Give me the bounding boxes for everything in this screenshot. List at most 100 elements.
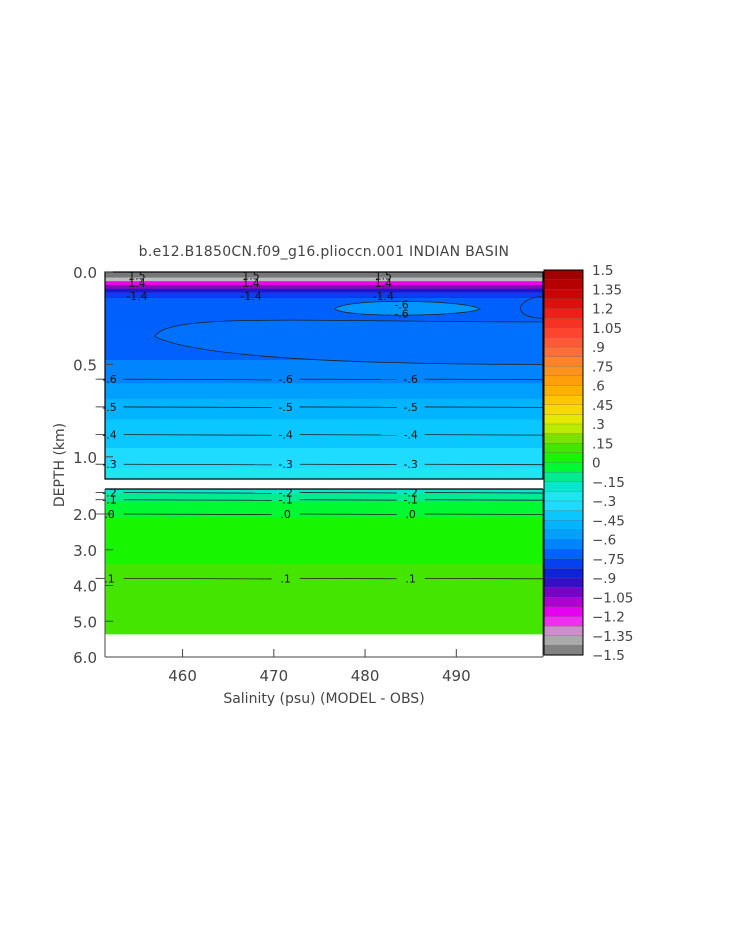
colorbar-swatch — [543, 317, 584, 329]
lower-band — [105, 612, 543, 616]
colorbar-swatch — [543, 269, 584, 281]
lower-band — [105, 537, 543, 541]
lower-band — [105, 489, 543, 493]
contour-label: -.3 — [278, 458, 292, 471]
upper-band — [105, 453, 543, 457]
lower-band — [105, 503, 543, 507]
contour-line — [123, 492, 272, 494]
contour-line — [123, 499, 272, 501]
upper-band — [105, 403, 543, 408]
upper-band — [105, 440, 543, 444]
colorbar-swatch — [543, 452, 584, 464]
y-tick-label: 4.0 — [73, 578, 97, 596]
lower-band — [105, 539, 543, 543]
colorbar-label: 1.35 — [592, 282, 622, 298]
contour-label: -.2 — [102, 487, 116, 500]
contour-label: -.6 — [394, 299, 408, 312]
upper-band — [105, 435, 543, 439]
upper-band — [105, 313, 543, 317]
colorbar-swatch — [543, 356, 584, 367]
upper-band — [105, 367, 543, 371]
colorbar-label: −1.2 — [592, 610, 625, 626]
upper-depth-panel: -.6 -.6 -.6-.5 -.5 -.5-.4 -.4 -.4-.3 -.3 -.3-.6-… — [95, 270, 544, 480]
upper-panel-frame — [104, 271, 544, 480]
upper-band — [105, 414, 543, 418]
x-tick-label: 470 — [259, 667, 288, 685]
colorbar-label: .45 — [592, 398, 613, 414]
lower-band — [105, 609, 543, 613]
lower-band — [105, 527, 543, 531]
lower-band — [105, 585, 543, 589]
colorbar-swatch — [543, 423, 584, 435]
upper-band — [105, 429, 543, 434]
lower-band — [105, 624, 543, 628]
x-axis: 460 470 480 490 — [168, 649, 471, 685]
surface-layer — [105, 284, 543, 289]
contour-label: -.1 — [403, 494, 417, 507]
lower-band — [105, 496, 543, 500]
upper-band — [105, 359, 543, 364]
contour-label: -1.4 — [126, 290, 147, 303]
colorbar-label: −.6 — [592, 533, 616, 549]
contour-label: .1 — [405, 572, 416, 585]
upper-band — [105, 445, 543, 449]
upper-band — [105, 308, 543, 312]
lower-band — [105, 561, 543, 565]
colorbar-label: .3 — [592, 417, 605, 433]
y-tick-label: 6.0 — [73, 649, 97, 667]
upper-band — [105, 393, 543, 397]
upper-band — [105, 424, 543, 428]
contour-line — [123, 434, 272, 436]
lower-band — [105, 580, 543, 584]
upper-band — [105, 391, 543, 395]
contour-label: -.6 — [403, 373, 417, 386]
surface-layer — [105, 281, 543, 285]
contour-line — [123, 378, 272, 381]
lower-band — [105, 546, 543, 550]
colorbar-swatch — [543, 385, 584, 396]
contour-label: -.3 — [102, 458, 116, 471]
upper-band — [105, 362, 543, 366]
lower-band — [105, 534, 543, 538]
y-tick-label: 5.0 — [73, 613, 97, 631]
contour-label: -1.4 — [373, 290, 394, 303]
colorbar-swatch — [543, 491, 584, 502]
lower-band — [105, 520, 543, 524]
lower-band — [105, 554, 543, 558]
contour-ellipse — [520, 295, 544, 319]
upper-band — [105, 427, 543, 431]
upper-band — [105, 466, 543, 470]
colorbar-swatch — [543, 433, 584, 444]
lower-band — [105, 607, 543, 611]
lower-depth-panel: -.2 -.2 -.2-.1 -.1 -.1.0.0.0.1.1.1 — [95, 487, 544, 658]
colorbar-label: .6 — [592, 379, 605, 395]
lower-band — [105, 619, 543, 623]
colorbar-swatch — [543, 568, 584, 579]
contour-label: .1 — [280, 572, 291, 585]
colorbar-label: .15 — [592, 436, 613, 452]
colorbar-swatch — [543, 548, 584, 560]
colorbar-swatch — [543, 529, 584, 541]
lower-band — [105, 542, 543, 546]
upper-band — [105, 419, 543, 423]
colorbar-swatch — [543, 327, 584, 338]
upper-band — [105, 372, 543, 377]
lower-band — [105, 631, 543, 635]
lower-band — [105, 517, 543, 521]
contour-label: .0 — [405, 508, 416, 521]
x-tick-label: 480 — [351, 667, 380, 685]
y-tick-label: 3.0 — [73, 542, 97, 560]
upper-band — [105, 476, 543, 480]
colorbar-swatch — [543, 625, 584, 637]
colorbar-label: .9 — [592, 340, 605, 356]
upper-band — [105, 303, 543, 307]
chart-title: b.e12.B1850CN.f09_g16.plioccn.001 INDIAN… — [139, 244, 510, 260]
contour-label: 1.4 — [242, 277, 260, 290]
contour-label: -.2 — [278, 487, 292, 500]
y-tick-label: 2.0 — [73, 506, 97, 524]
colorbar-swatch — [543, 404, 584, 415]
colorbar-swatch — [543, 289, 584, 300]
contour-label: 1.5 — [375, 270, 393, 283]
contour-label: -.1 — [102, 494, 116, 507]
upper-band — [105, 473, 543, 478]
